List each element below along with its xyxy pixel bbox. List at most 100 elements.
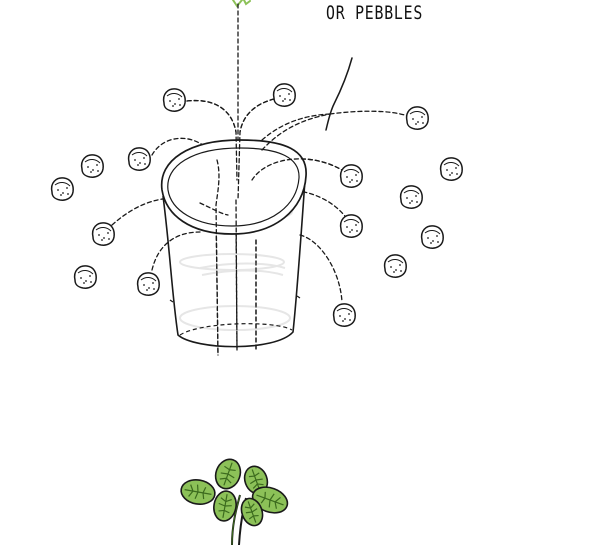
pebble-outline — [332, 303, 356, 327]
leaf-vein — [256, 491, 284, 509]
pebble-speck — [60, 194, 62, 196]
dashed-line — [237, 98, 275, 201]
pebble-speck — [279, 95, 281, 97]
pebble-speck — [289, 99, 291, 101]
pebble-speck — [346, 226, 348, 228]
pebble-outline — [272, 83, 296, 107]
pebble-top-edge — [424, 230, 441, 235]
pebble-top-edge — [343, 219, 360, 224]
dashed-line — [261, 113, 331, 141]
pebble-speck — [66, 187, 68, 189]
pebble-icon — [332, 303, 356, 327]
pebble-outline — [50, 177, 74, 201]
pebble-outline — [405, 106, 429, 130]
sprout-tip-icon — [232, 0, 251, 8]
pebble-speck — [98, 234, 100, 236]
pebble-speck — [134, 159, 136, 161]
pebble-icon — [339, 214, 363, 238]
pebble-top-edge — [336, 308, 353, 313]
pebble-speck — [148, 287, 150, 289]
pebble-speck — [152, 282, 154, 284]
dashed-line — [235, 199, 238, 351]
leaf-vein — [244, 501, 259, 523]
pebble-speck — [90, 281, 92, 283]
cup-ring — [179, 253, 285, 271]
pebble-speck — [349, 319, 351, 321]
pebble-speck — [395, 269, 397, 271]
pebble-speck — [415, 123, 417, 125]
pebble-speck — [351, 229, 353, 231]
pebble-top-edge — [443, 162, 460, 167]
pebble-icon — [162, 88, 186, 112]
pebble-speck — [399, 264, 401, 266]
pebble-outline — [339, 214, 363, 238]
pebble-speck — [421, 116, 423, 118]
pebble-outline — [439, 157, 463, 181]
pebble-speck — [80, 277, 82, 279]
clover-plant-icon — [180, 458, 289, 546]
pebble-top-edge — [140, 277, 157, 282]
pebble-speck — [67, 193, 69, 195]
pebble-speck — [356, 180, 358, 182]
clover-leaf — [180, 479, 216, 505]
pebble-icon — [80, 154, 104, 178]
pebble-speck — [103, 237, 105, 239]
pebble-speck — [422, 122, 424, 124]
dashed-line — [251, 158, 346, 181]
pebble-speck — [101, 239, 103, 241]
pebble-speck — [282, 100, 284, 102]
pebble-speck — [355, 224, 357, 226]
pebble-speck — [108, 238, 110, 240]
pebble-icon — [73, 265, 97, 289]
dashed-line — [186, 99, 238, 181]
pebble-speck — [137, 164, 139, 166]
cup-ring — [179, 305, 291, 331]
pebble-speck — [169, 100, 171, 102]
pebble-speck — [344, 318, 346, 320]
pebble-icon — [136, 272, 160, 296]
pebble-top-edge — [387, 259, 404, 264]
cup-body — [162, 179, 306, 348]
pebble-speck — [172, 105, 174, 107]
dashed-line — [239, 98, 275, 133]
pebble-top-edge — [131, 152, 148, 157]
dashed-line — [199, 202, 229, 216]
pebble-icon — [339, 164, 363, 188]
pebble-speck — [178, 98, 180, 100]
pebble-top-edge — [54, 182, 71, 187]
dashed-line — [151, 231, 201, 271]
pebble-icon — [399, 185, 423, 209]
cup-rim-inner — [167, 147, 300, 227]
pebble-outline — [339, 164, 363, 188]
pebble-outline — [136, 272, 160, 296]
pebble-speck — [393, 271, 395, 273]
caption-pointer-line — [325, 57, 353, 131]
pebble-speck — [451, 172, 453, 174]
pebble-speck — [351, 179, 353, 181]
pebble-speck — [455, 167, 457, 169]
pebble-outline — [383, 254, 407, 278]
pebble-top-edge — [95, 227, 112, 232]
pebble-outline — [91, 222, 115, 246]
pebble-speck — [107, 232, 109, 234]
pebble-speck — [406, 197, 408, 199]
pebble-speck — [390, 266, 392, 268]
pebble-outline — [127, 147, 151, 171]
dashed-line — [215, 214, 219, 356]
pebble-speck — [179, 104, 181, 106]
pebble-speck — [415, 195, 417, 197]
pebble-speck — [430, 242, 432, 244]
leaf-vein — [248, 469, 264, 491]
pebble-speck — [412, 118, 414, 120]
pebble-speck — [446, 169, 448, 171]
cup-rim — [160, 139, 307, 235]
pebble-speck — [57, 189, 59, 191]
pebble-outline — [420, 225, 444, 249]
pebble-speck — [432, 240, 434, 242]
cup-ring — [199, 262, 286, 276]
pebble-speck — [456, 173, 458, 175]
pebble-speck — [349, 181, 351, 183]
dashed-line — [261, 113, 331, 151]
pebble-speck — [356, 230, 358, 232]
